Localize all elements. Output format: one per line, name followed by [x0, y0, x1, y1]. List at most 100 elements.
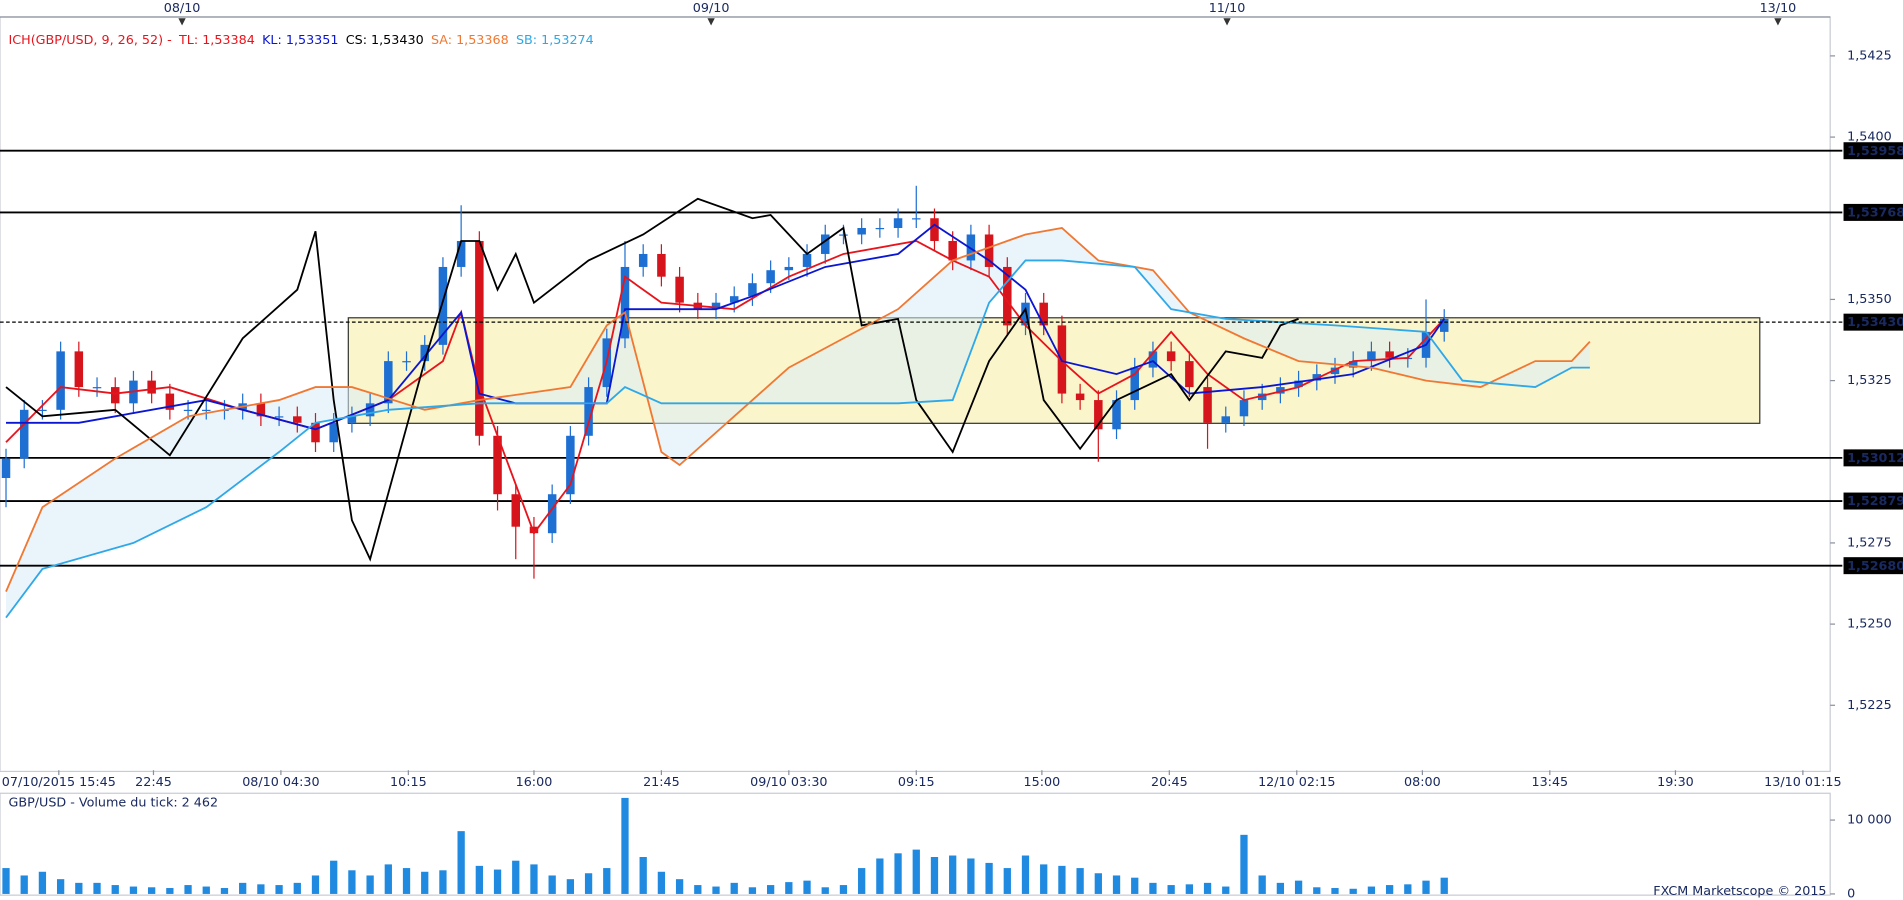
volume-bar [421, 871, 429, 894]
volume-bar [839, 885, 848, 894]
candle-body [1203, 387, 1212, 423]
x-tick-label: 13:45 [1531, 775, 1568, 790]
volume-bar [475, 865, 483, 894]
volume-bar [1422, 880, 1430, 894]
candle-body [511, 494, 521, 527]
candle-body [1003, 266, 1012, 326]
volume-bar [311, 875, 320, 894]
volume-panel [0, 792, 1831, 896]
candle-body [147, 380, 156, 394]
candle-body [547, 494, 557, 534]
candle-body [1094, 400, 1103, 430]
volume-bar [639, 857, 647, 894]
level-box [1843, 557, 1903, 575]
volume-bar [1094, 873, 1102, 894]
candle-body [1239, 400, 1249, 417]
volume-bar [1003, 868, 1011, 894]
candle-body [1130, 367, 1139, 401]
volume-bar [1021, 855, 1030, 894]
candle-body [92, 387, 102, 389]
level-label: 1,52680 [1847, 559, 1903, 574]
candle-body [1221, 416, 1231, 423]
candle-body [293, 416, 302, 423]
candle-body [311, 422, 320, 443]
candle-body [529, 526, 539, 534]
level-box [1843, 492, 1903, 510]
candle-body [1, 458, 11, 478]
candle-body [620, 266, 630, 339]
candle-body [438, 266, 448, 345]
legend-entry: KL: 1,53351 [262, 33, 338, 48]
candle-body [493, 435, 502, 495]
candle-body [1021, 302, 1030, 326]
volume-bar [858, 868, 866, 894]
candle-body [110, 387, 120, 404]
candle-body [384, 361, 393, 404]
candle-body [984, 234, 994, 267]
volume-bar [730, 882, 738, 894]
candle-body [893, 218, 903, 228]
volume-bar [584, 873, 593, 894]
top-tick-label: 09/10 [693, 1, 730, 16]
volume-tick-label: 0 [1847, 886, 1855, 900]
indicator-label: ICH(GBP/USD, 9, 26, 52) - [8, 33, 171, 48]
volume-bar [1367, 886, 1376, 894]
volume-bar [930, 857, 939, 894]
candle-body [766, 270, 775, 284]
volume-bar [949, 855, 957, 894]
y-tick-label: 1,5425 [1847, 48, 1892, 63]
volume-bar [1149, 882, 1157, 894]
x-tick-label: 20:45 [1151, 775, 1188, 790]
top-tick-label: 13/10 [1760, 1, 1797, 16]
candle-body [475, 240, 484, 436]
volume-bar [1076, 868, 1084, 894]
volume-bar [530, 864, 538, 894]
candle-body [1439, 318, 1449, 332]
volume-bar [821, 887, 829, 894]
x-tick-label: 07/10/2015 15:45 [2, 775, 116, 790]
candle-body [1276, 387, 1285, 394]
volume-bar [184, 885, 192, 894]
volume-bar [366, 875, 374, 894]
volume-bar [384, 864, 392, 894]
top-tick [178, 18, 186, 26]
volume-bar [348, 870, 356, 894]
volume-bar [1385, 885, 1394, 894]
candle-body [675, 276, 684, 303]
candle-body [784, 266, 794, 271]
volume-bar [111, 885, 119, 894]
candle-body [839, 234, 848, 236]
volume-bar [657, 871, 666, 894]
volume-bar [985, 862, 993, 894]
volume-bar [1185, 884, 1193, 894]
volume-bar [439, 870, 447, 894]
volume-bar [1404, 884, 1412, 894]
volume-bar [1040, 864, 1048, 894]
legend-entry: CS: 1,53430 [346, 33, 424, 48]
candle-body [1039, 302, 1048, 326]
volume-bar [1058, 865, 1066, 894]
volume-bar [202, 886, 210, 894]
candle-body [19, 409, 29, 459]
x-tick-label: 09/10 03:30 [750, 775, 827, 790]
level-box [1843, 142, 1903, 160]
volume-bar [148, 887, 156, 894]
volume-bar [1131, 877, 1139, 894]
candle-body [638, 253, 648, 267]
volume-bar [803, 880, 811, 894]
volume-bar [1440, 877, 1448, 894]
volume-bar [75, 882, 83, 894]
volume-bar [1240, 834, 1248, 894]
last-price-label: 1,53430 [1847, 315, 1903, 330]
volume-bar [1294, 880, 1303, 894]
y-tick-label: 1,5225 [1847, 698, 1892, 713]
candle-body [256, 403, 266, 417]
x-tick-label: 19:30 [1657, 775, 1694, 790]
candle-body [1185, 361, 1194, 388]
y-tick-label: 1,5250 [1847, 617, 1892, 632]
volume-bar [129, 886, 138, 894]
volume-bar [1203, 882, 1212, 894]
indicator-line [5, 259, 1590, 619]
